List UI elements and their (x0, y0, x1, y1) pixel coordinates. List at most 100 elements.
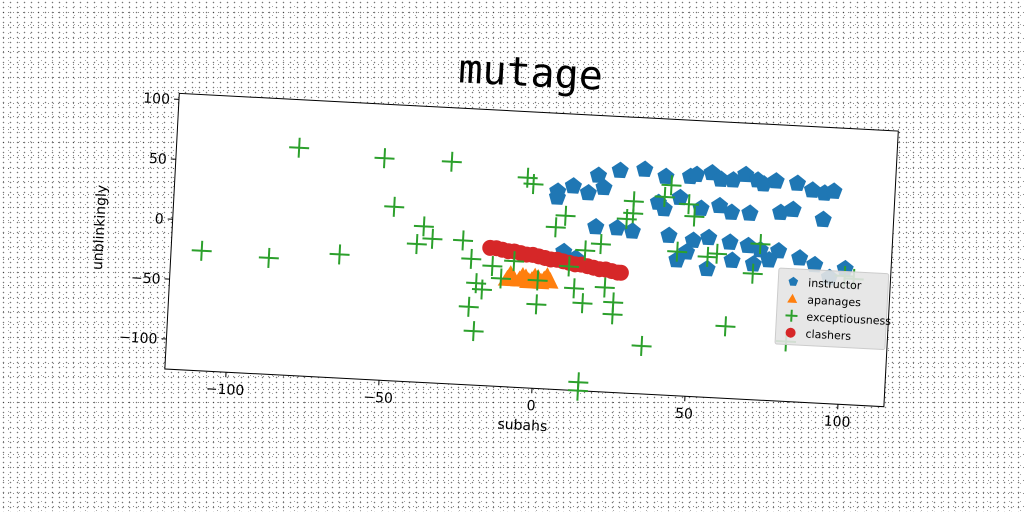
exceptiousness-point (706, 243, 728, 264)
instructor-point (688, 165, 706, 183)
instructor-point (636, 160, 654, 178)
exceptiousness-point (697, 246, 718, 267)
x-tick-label: 100 (823, 414, 851, 431)
exceptiousness-point (623, 203, 644, 224)
instructor-point (760, 251, 778, 268)
exceptiousness-point (406, 233, 427, 255)
exceptiousness-point (567, 380, 588, 401)
x-axis-label: subahs (497, 417, 548, 436)
exceptiousness-point (458, 296, 479, 317)
exceptiousness-point (631, 335, 652, 356)
instructor-point (595, 178, 613, 196)
legend-item-instructor: instructor (788, 276, 862, 293)
instructor-point (698, 259, 716, 277)
exceptiousness-point (667, 241, 688, 262)
exceptiousness-point (678, 194, 699, 215)
y-tick-label: −100 (119, 330, 158, 348)
exceptiousness-point (191, 240, 212, 261)
exceptiousness-point (661, 175, 682, 196)
exceptiousness-point (572, 293, 593, 314)
instructor-point (579, 183, 597, 201)
exceptiousness-point (482, 255, 503, 277)
instructor-point (564, 177, 583, 194)
instructor-point (723, 251, 741, 269)
instructor-point (623, 222, 641, 239)
x-tick-label: 50 (675, 406, 694, 423)
instructor-point (723, 203, 741, 221)
instructor-point (724, 171, 742, 188)
y-axis-ticks: −100 −50 0 50 100 (119, 91, 179, 348)
exceptiousness-point (453, 230, 474, 251)
exceptiousness-point (329, 244, 350, 265)
instructor-point (767, 172, 785, 189)
exceptiousness-point (555, 205, 576, 226)
clashers-legend-marker (785, 327, 796, 338)
exceptiousness-point (289, 137, 310, 158)
instructor-point (692, 199, 710, 217)
exceptiousness-point (654, 186, 675, 207)
data-marks (191, 137, 864, 401)
exceptiousness-point (441, 151, 462, 172)
exceptiousness-point (559, 256, 580, 277)
legend-label: clashers (805, 328, 851, 343)
apanages-point (500, 265, 519, 282)
instructor-point (755, 175, 773, 192)
exceptiousness-point (590, 234, 611, 255)
instructor-point (825, 182, 843, 199)
instructor-point (589, 166, 608, 184)
legend-label: exceptiousness (806, 311, 892, 328)
instructor-point (587, 217, 605, 235)
instructor-point (784, 200, 802, 218)
chart-title: mutage (457, 46, 604, 99)
x-tick-label: 0 (526, 398, 536, 414)
exceptiousness-point (374, 148, 395, 169)
exceptiousness-point (258, 247, 279, 268)
instructor-point (744, 255, 762, 272)
instructor-point (721, 233, 739, 250)
exceptiousness-point (413, 216, 434, 237)
apanages-legend-marker (787, 293, 798, 304)
instructor-point (791, 249, 809, 266)
y-axis-label: unblinkingly (90, 184, 110, 270)
legend-item-apanages: apanages (787, 293, 862, 310)
instructor-point (806, 255, 824, 273)
instructor-point (608, 219, 626, 236)
exceptiousness-point (603, 292, 624, 313)
exceptiousness-point (575, 240, 596, 261)
exceptiousness-legend-marker (785, 309, 798, 322)
instructor-point (700, 228, 718, 246)
exceptiousness-point (564, 278, 585, 299)
instructor-point (660, 226, 678, 244)
legend-label: apanages (807, 294, 862, 310)
instructor-point (770, 241, 788, 259)
exceptiousness-point (422, 228, 443, 249)
exceptiousness-point (526, 294, 547, 315)
exceptiousness-point (504, 251, 525, 272)
exceptiousness-point (684, 206, 705, 227)
exceptiousness-point (594, 277, 615, 298)
series-clashers (482, 239, 629, 281)
y-tick-label: 0 (154, 211, 164, 227)
exceptiousness-point (527, 270, 548, 291)
legend-box (774, 267, 890, 351)
exceptiousness-point (490, 268, 511, 289)
plot-area: −100 −50 0 50 100 −100 −50 0 50 100 subahs unbli… (90, 91, 899, 436)
instructor-point (814, 210, 832, 228)
x-tick-label: −50 (363, 389, 393, 407)
y-tick-label: −50 (131, 270, 161, 288)
legend-item-exceptiousness: exceptiousness (785, 309, 892, 328)
instructor-point (548, 188, 566, 205)
instructor-point (671, 188, 689, 206)
exceptiousness-point (523, 174, 544, 195)
exceptiousness-point (715, 316, 736, 337)
instructor-legend-marker (788, 276, 799, 286)
x-axis-ticks: −100 −50 0 50 100 (205, 372, 851, 431)
legend-label: instructor (808, 277, 862, 293)
x-tick-label: −100 (205, 381, 244, 399)
exceptiousness-point (750, 233, 771, 255)
clashers-point (612, 264, 629, 281)
instructor-point (741, 204, 759, 221)
y-tick-label: 100 (143, 91, 171, 108)
